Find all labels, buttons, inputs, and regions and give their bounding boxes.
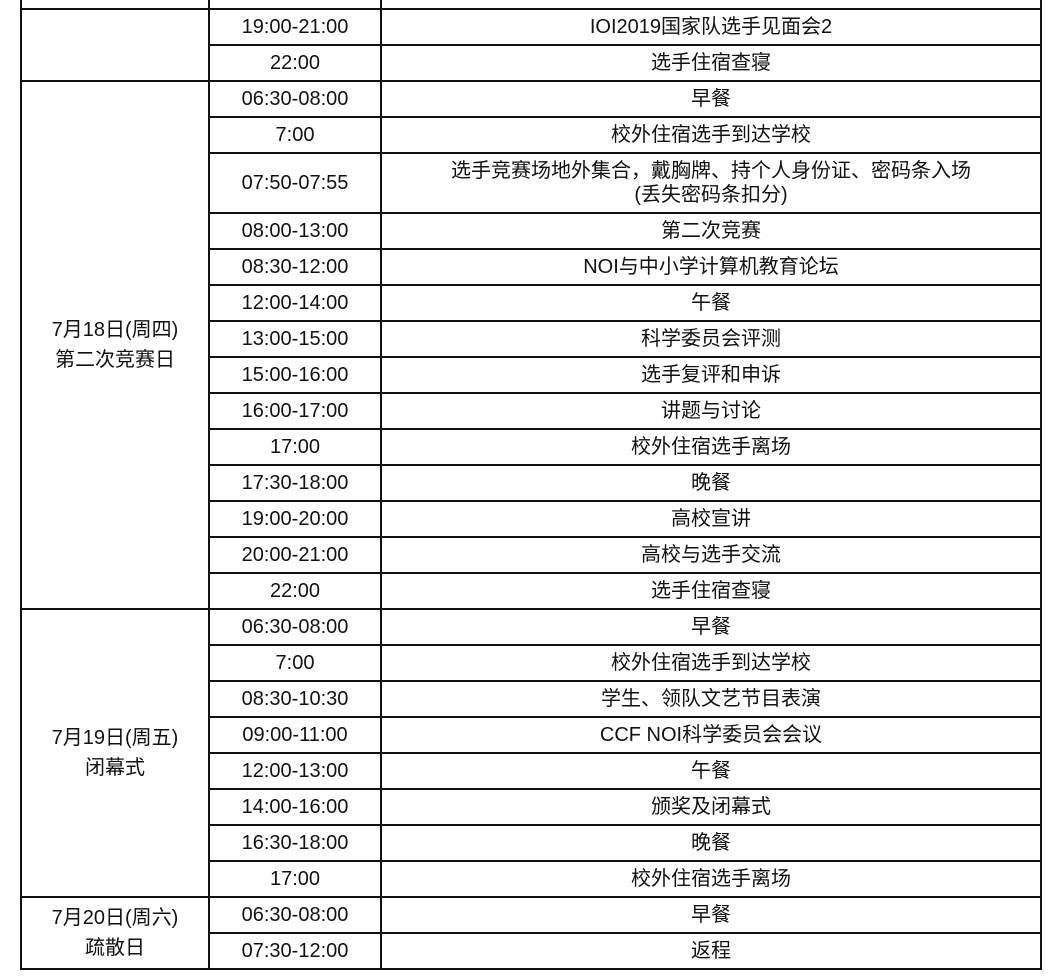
event-cell: 晚餐 — [380, 824, 1042, 862]
time-cell: 17:00 — [208, 860, 382, 898]
table-row: 13:00-15:00 科学委员会评测 — [21, 320, 1042, 358]
schedule-table: 19:00-21:00 IOI2019国家队选手见面会2 22:00 选手住宿查寝 7月… — [20, 0, 1042, 970]
table-row: 7月18日(周四) 第二次竞赛日 06:30-08:00 早餐 — [20, 80, 1042, 610]
event-cell: 选手竞赛场地外集合，戴胸牌、持个人身份证、密码条入场 (丢失密码条扣分) — [380, 152, 1042, 214]
event-cell: 早餐 — [380, 608, 1042, 646]
time-cell: 22:00 — [208, 44, 382, 82]
time-cell: 20:00-21:00 — [208, 536, 382, 574]
table-row: 17:30-18:00 晚餐 — [21, 464, 1042, 502]
time-cell: 14:00-16:00 — [208, 788, 382, 826]
table-row: 14:00-16:00 颁奖及闭幕式 — [21, 788, 1042, 826]
event-cell: 选手复评和申诉 — [380, 356, 1042, 394]
time-cell: 06:30-08:00 — [208, 608, 382, 646]
table-row: 17:00 校外住宿选手离场 — [21, 428, 1042, 466]
table-row: 15:00-16:00 选手复评和申诉 — [21, 356, 1042, 394]
header-cell — [380, 0, 1042, 10]
table-row: 7月20日(周六) 疏散日 06:30-08:00 早餐 — [20, 896, 1042, 970]
time-cell: 08:30-10:30 — [208, 680, 382, 718]
day-subtitle: 疏散日 — [85, 937, 145, 959]
table-row: 19:00-20:00 高校宣讲 — [21, 500, 1042, 538]
time-cell: 06:30-08:00 — [208, 80, 382, 118]
event-cell: 科学委员会评测 — [380, 320, 1042, 358]
table-row: 07:30-12:00 返程 — [21, 932, 1042, 970]
event-cell: 返程 — [380, 932, 1042, 970]
event-cell: 第二次竞赛 — [380, 212, 1042, 250]
event-cell: 选手住宿查寝 — [380, 572, 1042, 610]
event-cell: 学生、领队文艺节目表演 — [380, 680, 1042, 718]
table-row: 16:00-17:00 讲题与讨论 — [21, 392, 1042, 430]
time-cell: 22:00 — [208, 572, 382, 610]
time-cell: 7:00 — [208, 644, 382, 682]
date-cell: 7月20日(周六) 疏散日 — [20, 896, 210, 970]
time-cell: 06:30-08:00 — [208, 896, 382, 934]
table-row: 08:30-12:00 NOI与中小学计算机教育论坛 — [21, 248, 1042, 286]
table-row: 7:00 校外住宿选手到达学校 — [21, 644, 1042, 682]
date-cell: 7月19日(周五) 闭幕式 — [20, 608, 210, 898]
time-cell: 16:30-18:00 — [208, 824, 382, 862]
time-cell: 19:00-20:00 — [208, 500, 382, 538]
time-cell: 09:00-11:00 — [208, 716, 382, 754]
event-cell: CCF NOI科学委员会会议 — [380, 716, 1042, 754]
table-row: 08:00-13:00 第二次竞赛 — [21, 212, 1042, 250]
date-cell: 7月18日(周四) 第二次竞赛日 — [20, 80, 210, 610]
time-cell: 12:00-13:00 — [208, 752, 382, 790]
event-cell: 高校宣讲 — [380, 500, 1042, 538]
time-cell: 08:00-13:00 — [208, 212, 382, 250]
date-label: 7月20日(周六) — [51, 907, 179, 929]
table-row: 16:30-18:00 晚餐 — [21, 824, 1042, 862]
event-cell: 校外住宿选手离场 — [380, 428, 1042, 466]
event-cell: 早餐 — [380, 80, 1042, 118]
event-cell: 讲题与讨论 — [380, 392, 1042, 430]
event-cell: 颁奖及闭幕式 — [380, 788, 1042, 826]
table-row: 09:00-11:00 CCF NOI科学委员会会议 — [21, 716, 1042, 754]
header-row-cut — [20, 0, 1042, 10]
table-row: 20:00-21:00 高校与选手交流 — [21, 536, 1042, 574]
table-row: 7:00 校外住宿选手到达学校 — [21, 116, 1042, 154]
date-label: 7月18日(周四) — [51, 319, 179, 341]
table-row: 17:00 校外住宿选手离场 — [21, 860, 1042, 898]
time-cell: 17:00 — [208, 428, 382, 466]
event-cell: 午餐 — [380, 752, 1042, 790]
day-subtitle: 闭幕式 — [85, 757, 145, 779]
header-cell — [20, 0, 210, 10]
time-cell: 07:30-12:00 — [208, 932, 382, 970]
date-label: 7月19日(周五) — [51, 727, 179, 749]
event-cell: 校外住宿选手离场 — [380, 860, 1042, 898]
date-cell — [20, 8, 210, 82]
time-cell: 13:00-15:00 — [208, 320, 382, 358]
event-cell: 午餐 — [380, 284, 1042, 322]
event-cell: 晚餐 — [380, 464, 1042, 502]
table-row: 22:00 选手住宿查寝 — [21, 44, 1042, 82]
table-row: 7月19日(周五) 闭幕式 06:30-08:00 早餐 — [20, 608, 1042, 898]
event-cell: 高校与选手交流 — [380, 536, 1042, 574]
event-cell: 选手住宿查寝 — [380, 44, 1042, 82]
time-cell: 07:50-07:55 — [208, 152, 382, 214]
event-cell: 校外住宿选手到达学校 — [380, 644, 1042, 682]
time-cell: 19:00-21:00 — [208, 8, 382, 46]
time-cell: 12:00-14:00 — [208, 284, 382, 322]
event-cell: IOI2019国家队选手见面会2 — [380, 8, 1042, 46]
time-cell: 17:30-18:00 — [208, 464, 382, 502]
event-cell: NOI与中小学计算机教育论坛 — [380, 248, 1042, 286]
time-cell: 08:30-12:00 — [208, 248, 382, 286]
table-row: 19:00-21:00 IOI2019国家队选手见面会2 — [20, 8, 1042, 82]
time-cell: 15:00-16:00 — [208, 356, 382, 394]
header-cell — [208, 0, 382, 10]
table-row: 22:00 选手住宿查寝 — [21, 572, 1042, 610]
table-row: 07:50-07:55 选手竞赛场地外集合，戴胸牌、持个人身份证、密码条入场 (丢… — [21, 152, 1042, 214]
time-cell: 7:00 — [208, 116, 382, 154]
day-subtitle: 第二次竞赛日 — [55, 349, 175, 371]
table-row: 12:00-14:00 午餐 — [21, 284, 1042, 322]
time-cell: 16:00-17:00 — [208, 392, 382, 430]
table-row: 12:00-13:00 午餐 — [21, 752, 1042, 790]
event-cell: 早餐 — [380, 896, 1042, 934]
event-cell: 校外住宿选手到达学校 — [380, 116, 1042, 154]
table-row: 08:30-10:30 学生、领队文艺节目表演 — [21, 680, 1042, 718]
